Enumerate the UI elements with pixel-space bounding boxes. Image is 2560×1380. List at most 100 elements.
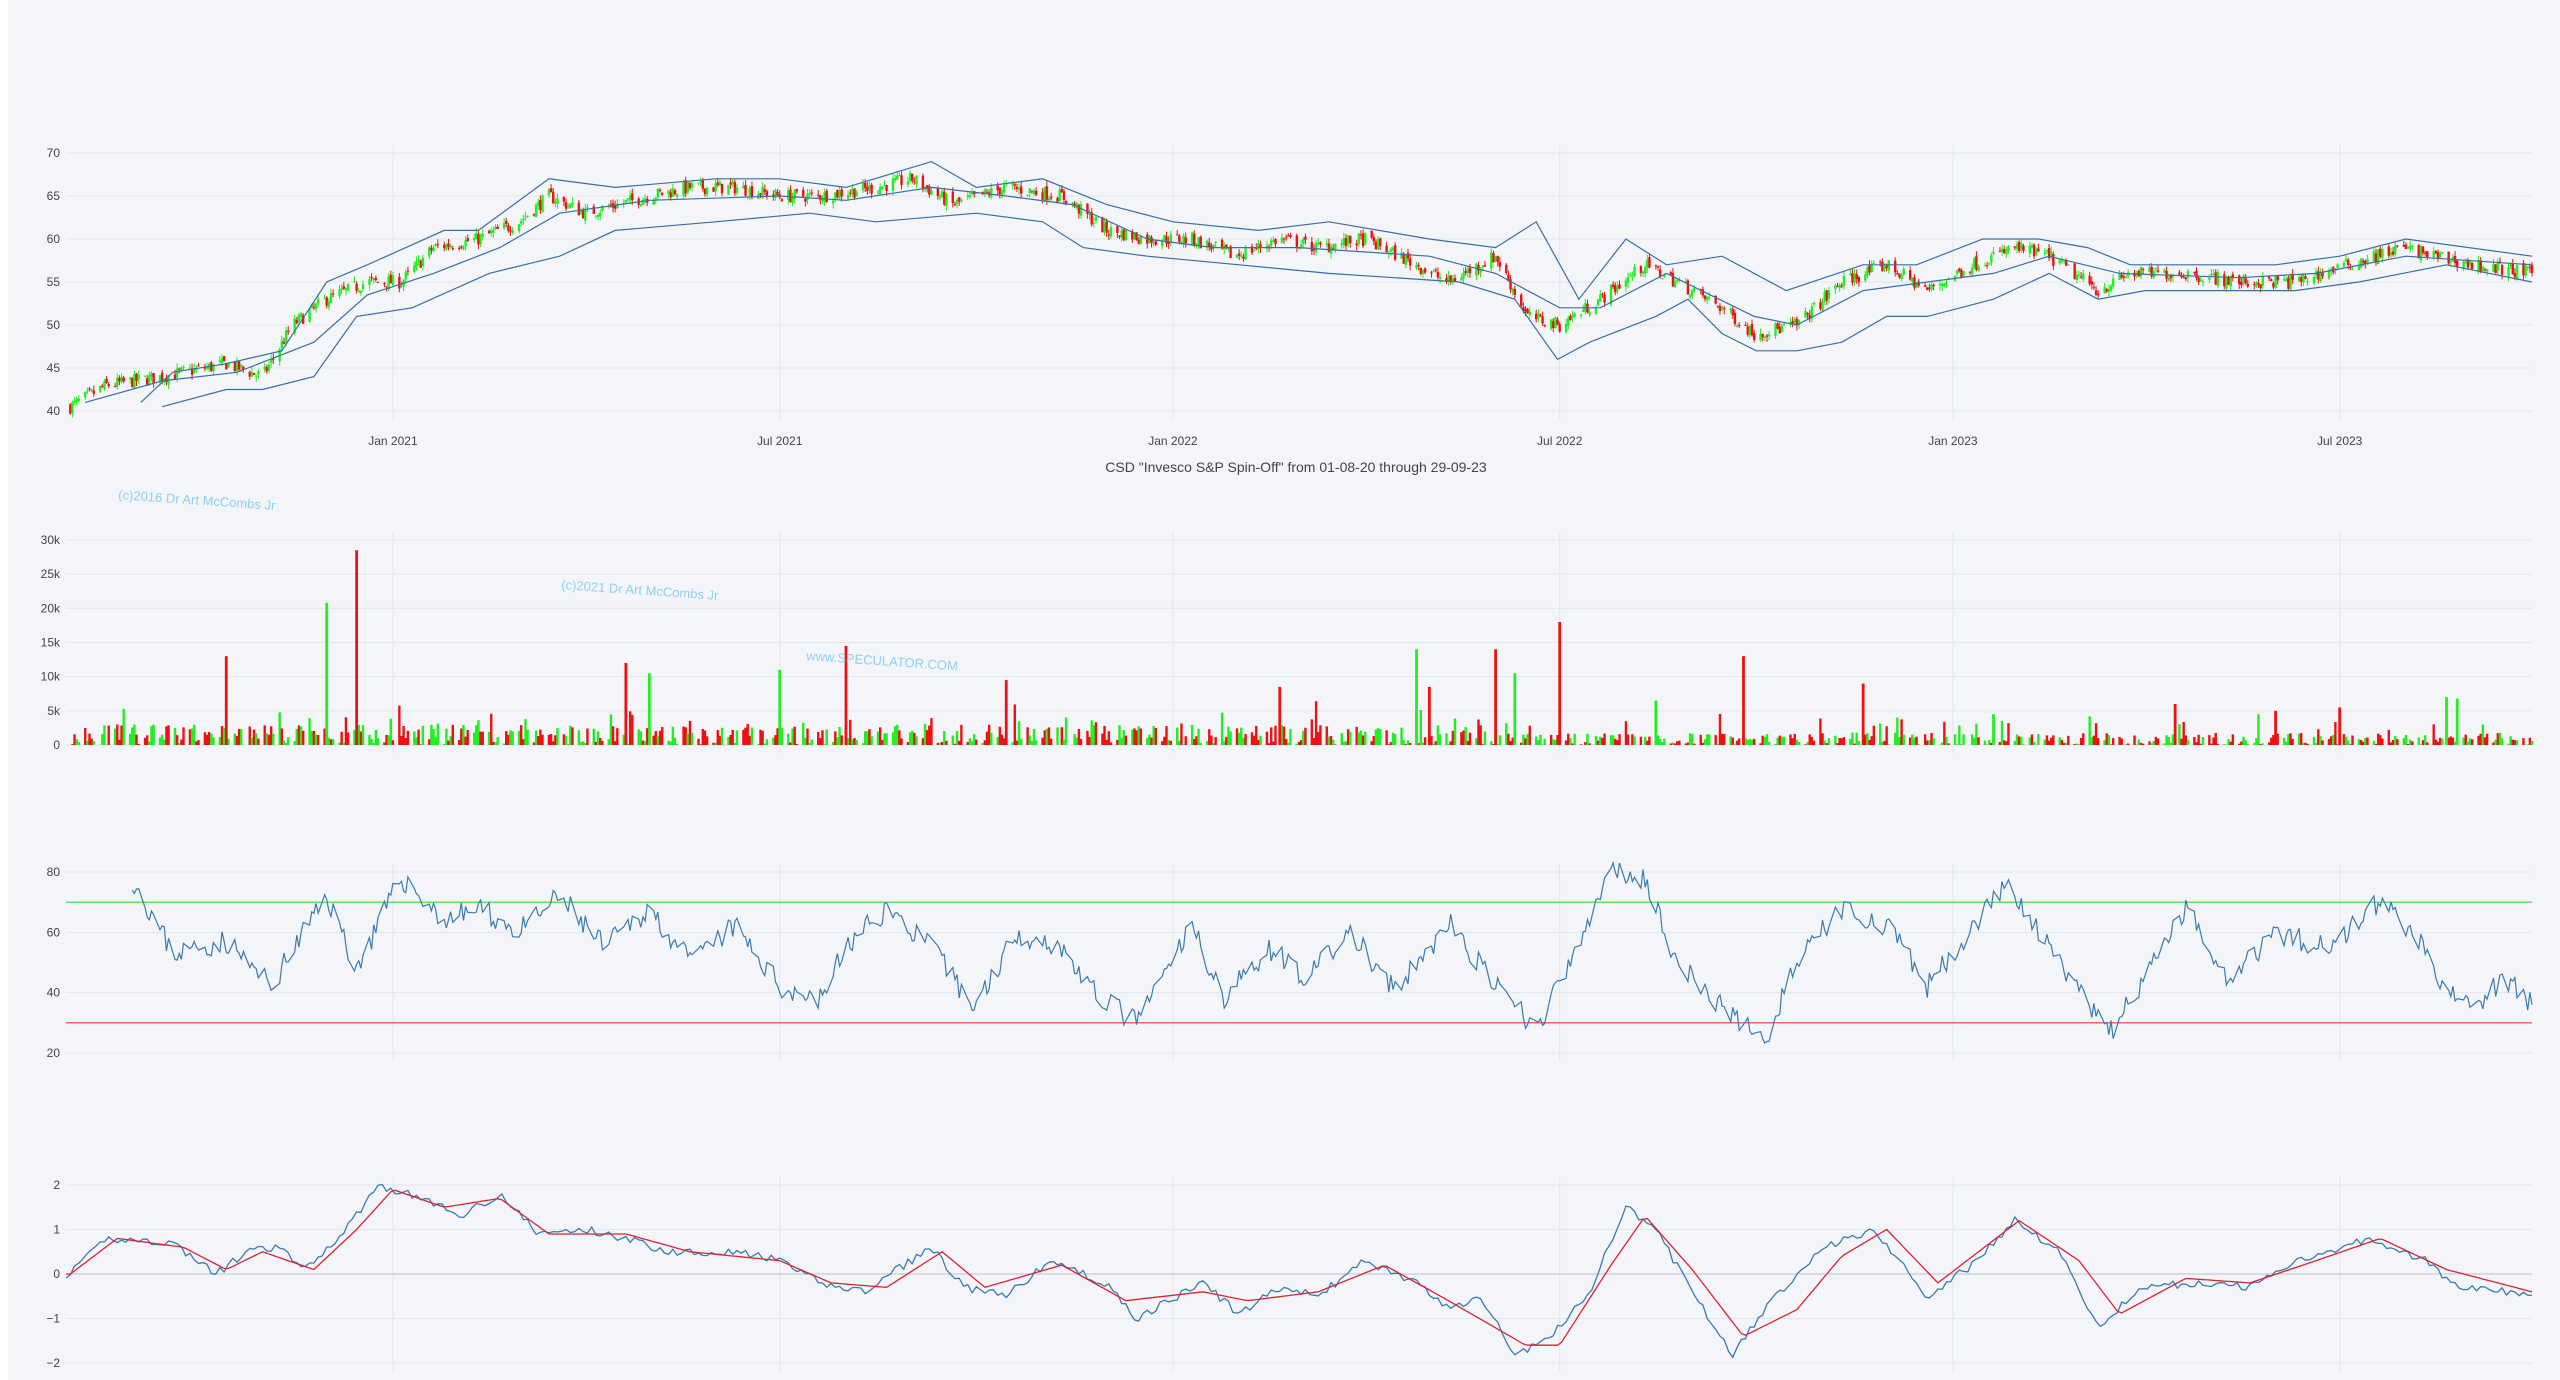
candle-up bbox=[434, 244, 437, 246]
volume-bar-up bbox=[1913, 737, 1916, 745]
candle-up bbox=[357, 290, 360, 292]
candle-down bbox=[2141, 268, 2145, 270]
volume-bar-down bbox=[2411, 741, 2414, 745]
candle-down bbox=[2421, 246, 2425, 254]
candle-up bbox=[1793, 319, 1796, 323]
volume-bar-up bbox=[564, 735, 568, 745]
volume-bar-down bbox=[2195, 742, 2198, 745]
volume-bar-up bbox=[152, 724, 155, 745]
candle-up bbox=[1376, 239, 1380, 250]
volume-bar-up bbox=[1178, 740, 1181, 745]
candle-up bbox=[84, 392, 87, 398]
volume-bar-up bbox=[331, 739, 335, 745]
volume-bar-down bbox=[419, 744, 422, 745]
candle-up bbox=[566, 205, 570, 207]
volume-bar-down bbox=[2342, 734, 2346, 745]
candle-down bbox=[1289, 235, 1292, 238]
volume-bar-up bbox=[823, 744, 826, 745]
volume-bar-up bbox=[1526, 733, 1529, 745]
volume-bar-down bbox=[143, 737, 147, 745]
candle-up bbox=[2524, 265, 2527, 276]
candle-up bbox=[616, 203, 619, 209]
candle-up bbox=[1475, 263, 1478, 276]
candle-up bbox=[1421, 270, 1425, 275]
volume-bar-down bbox=[1370, 741, 1373, 745]
candle-up bbox=[656, 188, 660, 198]
candle-up bbox=[1302, 238, 1305, 244]
candle-down bbox=[816, 194, 820, 196]
volume-bar-down bbox=[312, 731, 316, 745]
y-tick-label: 5k bbox=[47, 704, 61, 718]
volume-bar-down bbox=[1791, 738, 1794, 745]
volume-bar-down bbox=[746, 723, 749, 745]
volume-bar-down bbox=[1282, 726, 1286, 745]
candle-up bbox=[1227, 247, 1230, 249]
candle-down bbox=[447, 243, 450, 248]
candle-up bbox=[2077, 274, 2081, 276]
candle-up bbox=[2028, 245, 2032, 254]
candle-down bbox=[160, 372, 164, 381]
chart-title: CSD "Invesco S&P Spin-Off" from 01-08-20… bbox=[1105, 459, 1487, 475]
candle-down bbox=[2267, 276, 2271, 279]
candle-up bbox=[492, 230, 495, 233]
volume-bar-down bbox=[1673, 743, 1677, 745]
volume-bar-down bbox=[2329, 736, 2333, 745]
candle-down bbox=[716, 182, 719, 186]
candle-up bbox=[1626, 276, 1630, 283]
candle-down bbox=[2064, 260, 2068, 266]
candle-up bbox=[267, 364, 271, 371]
volume-bar-up bbox=[368, 734, 371, 745]
volume-bar-up bbox=[1374, 729, 1378, 745]
volume-bar-up bbox=[1302, 730, 1305, 745]
volume-bar-down bbox=[821, 730, 824, 745]
candle-down bbox=[1274, 239, 1277, 245]
candle-down bbox=[772, 194, 775, 196]
candle-up bbox=[1490, 252, 1493, 269]
candle-up bbox=[2274, 276, 2277, 289]
volume-bar-up bbox=[178, 742, 181, 745]
volume-bar-down bbox=[1998, 741, 2002, 745]
candle-up bbox=[793, 189, 796, 200]
candle-up bbox=[344, 288, 348, 291]
candle-down bbox=[951, 191, 955, 204]
volume-bar-down bbox=[2229, 741, 2232, 745]
volume-bar-down bbox=[2079, 737, 2083, 745]
volume-bar-up bbox=[430, 724, 433, 745]
volume-spike bbox=[2445, 697, 2448, 745]
candle-down bbox=[1714, 295, 1717, 304]
volume-bar-up bbox=[1750, 739, 1754, 745]
y-tick-label: 65 bbox=[47, 189, 61, 203]
volume-bar-down bbox=[2270, 737, 2273, 745]
candle-down bbox=[1030, 190, 1034, 192]
candle-down bbox=[825, 190, 828, 202]
candle-up bbox=[1988, 263, 1991, 265]
candle-up bbox=[1838, 284, 1841, 289]
candle-up bbox=[2242, 275, 2245, 283]
volume-bar-down bbox=[1109, 742, 1113, 745]
candle-down bbox=[658, 189, 662, 191]
volume-bar-up bbox=[2013, 740, 2017, 745]
volume-bar-up bbox=[2332, 734, 2335, 745]
volume-bar-down bbox=[2184, 735, 2188, 745]
candle-up bbox=[2210, 274, 2213, 276]
candle-down bbox=[1926, 287, 1929, 290]
candle-up bbox=[1887, 260, 1890, 271]
y-tick-label: 60 bbox=[47, 232, 61, 246]
volume-bar-down bbox=[789, 742, 792, 745]
volume-bar-up bbox=[1220, 712, 1224, 745]
y-tick-label: 20k bbox=[41, 601, 61, 615]
volume-bar-down bbox=[628, 711, 632, 745]
volume-bar-down bbox=[654, 731, 657, 745]
candle-up bbox=[2319, 272, 2322, 282]
candle-up bbox=[748, 187, 752, 197]
candle-up bbox=[1120, 230, 1123, 238]
candle-up bbox=[855, 192, 858, 197]
candle-up bbox=[898, 175, 901, 177]
volume-bar-down bbox=[1079, 738, 1083, 745]
volume-bar-down bbox=[554, 735, 557, 745]
volume-bar-up bbox=[765, 739, 769, 745]
candle-up bbox=[891, 178, 895, 191]
volume-bar-down bbox=[2062, 742, 2066, 745]
candle-down bbox=[2088, 275, 2091, 284]
volume-bar-down bbox=[660, 726, 664, 745]
